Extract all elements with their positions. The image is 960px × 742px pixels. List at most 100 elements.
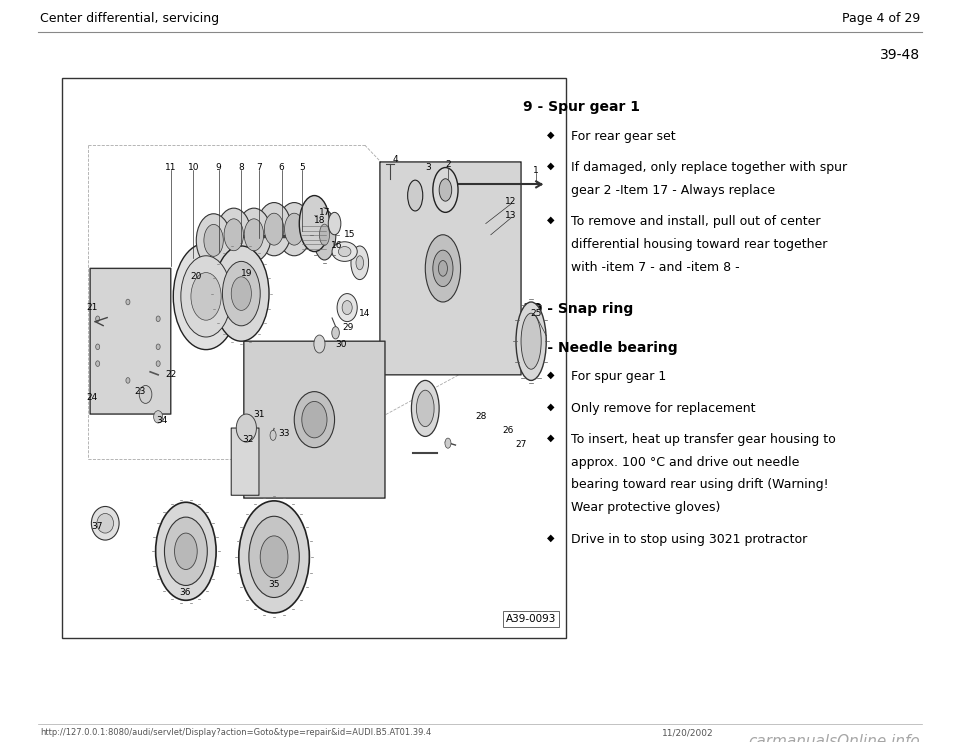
Ellipse shape: [425, 234, 461, 302]
Ellipse shape: [294, 392, 334, 447]
Text: 16: 16: [331, 241, 343, 251]
Ellipse shape: [417, 390, 434, 427]
Text: ◆: ◆: [547, 130, 555, 139]
Text: To remove and install, pull out of center: To remove and install, pull out of cente…: [571, 215, 821, 228]
Text: 34: 34: [156, 416, 168, 425]
Text: 22: 22: [165, 370, 177, 379]
Ellipse shape: [332, 326, 339, 339]
Ellipse shape: [156, 502, 216, 600]
Ellipse shape: [126, 378, 130, 383]
Ellipse shape: [224, 219, 244, 251]
Text: 10 - Snap ring: 10 - Snap ring: [523, 302, 634, 315]
Text: A39-0093: A39-0093: [506, 614, 557, 624]
Ellipse shape: [338, 246, 351, 257]
Ellipse shape: [314, 335, 325, 353]
Ellipse shape: [332, 242, 357, 261]
Text: 9 - Spur gear 1: 9 - Spur gear 1: [523, 100, 640, 114]
Ellipse shape: [156, 344, 160, 349]
Ellipse shape: [249, 516, 300, 597]
Text: 29: 29: [343, 323, 354, 332]
Text: differential housing toward rear together: differential housing toward rear togethe…: [571, 237, 828, 251]
Ellipse shape: [96, 361, 100, 367]
Ellipse shape: [300, 196, 329, 252]
Ellipse shape: [439, 260, 447, 276]
FancyBboxPatch shape: [380, 162, 521, 375]
Text: 20: 20: [190, 272, 202, 281]
Ellipse shape: [320, 224, 329, 246]
Text: For spur gear 1: For spur gear 1: [571, 370, 666, 384]
Text: Wear protective gloves): Wear protective gloves): [571, 502, 721, 514]
Text: 12: 12: [505, 197, 516, 206]
Text: 32: 32: [242, 435, 253, 444]
Text: Drive in to stop using 3021 protractor: Drive in to stop using 3021 protractor: [571, 533, 807, 545]
Ellipse shape: [196, 214, 231, 267]
Ellipse shape: [213, 246, 269, 341]
Text: 28: 28: [475, 413, 487, 421]
Text: To insert, heat up transfer gear housing to: To insert, heat up transfer gear housing…: [571, 433, 836, 446]
Text: 30: 30: [335, 340, 347, 349]
Text: If damaged, only replace together with spur: If damaged, only replace together with s…: [571, 161, 848, 174]
Ellipse shape: [284, 213, 304, 245]
Ellipse shape: [180, 256, 231, 337]
Ellipse shape: [164, 517, 207, 585]
Text: 1: 1: [534, 166, 539, 175]
Text: 17: 17: [319, 208, 330, 217]
Text: ◆: ◆: [547, 161, 555, 171]
Ellipse shape: [337, 294, 357, 321]
Ellipse shape: [96, 344, 100, 349]
Ellipse shape: [408, 180, 422, 211]
Text: ◆: ◆: [547, 370, 555, 380]
Text: 21: 21: [86, 303, 97, 312]
Text: with -item 7 - and -item 8 -: with -item 7 - and -item 8 -: [571, 260, 740, 274]
Ellipse shape: [231, 277, 252, 310]
Text: 23: 23: [134, 387, 146, 396]
Ellipse shape: [356, 256, 364, 270]
Bar: [62, 78, 566, 638]
Ellipse shape: [439, 179, 452, 201]
Ellipse shape: [154, 410, 162, 423]
Text: 14: 14: [359, 309, 371, 318]
Text: 4: 4: [393, 154, 397, 164]
Text: 3: 3: [425, 163, 431, 172]
Text: 11/20/2002: 11/20/2002: [662, 728, 714, 737]
Ellipse shape: [236, 414, 256, 442]
Text: 26: 26: [503, 427, 515, 436]
Ellipse shape: [223, 261, 260, 326]
Text: approx. 100 °C and drive out needle: approx. 100 °C and drive out needle: [571, 456, 800, 469]
Ellipse shape: [126, 299, 130, 305]
Text: 18: 18: [314, 216, 325, 226]
Text: ◆: ◆: [547, 433, 555, 443]
Text: 35: 35: [269, 580, 279, 589]
Text: http://127.0.0.1:8080/audi/servlet/Display?action=Goto&type=repair&id=AUDI.B5.AT: http://127.0.0.1:8080/audi/servlet/Displ…: [40, 728, 431, 737]
Text: 36: 36: [180, 588, 191, 597]
Text: 39-48: 39-48: [880, 48, 920, 62]
FancyBboxPatch shape: [90, 269, 171, 414]
Text: 19: 19: [241, 269, 252, 278]
Text: 10: 10: [188, 163, 199, 172]
Text: 8: 8: [238, 163, 244, 172]
Ellipse shape: [216, 209, 252, 261]
Ellipse shape: [412, 381, 439, 436]
FancyBboxPatch shape: [244, 341, 385, 498]
Ellipse shape: [244, 219, 264, 251]
Ellipse shape: [256, 203, 292, 256]
Text: 15: 15: [344, 230, 355, 239]
Ellipse shape: [239, 501, 309, 613]
Text: Center differential, servicing: Center differential, servicing: [40, 12, 219, 25]
Text: 13: 13: [505, 211, 516, 220]
Text: 11: 11: [165, 163, 177, 172]
Text: Only remove for replacement: Only remove for replacement: [571, 401, 756, 415]
Ellipse shape: [156, 361, 160, 367]
Ellipse shape: [96, 316, 100, 321]
Text: 2: 2: [445, 160, 451, 169]
Text: Page 4 of 29: Page 4 of 29: [842, 12, 920, 25]
Text: For rear gear set: For rear gear set: [571, 130, 676, 142]
FancyBboxPatch shape: [231, 428, 259, 495]
Ellipse shape: [156, 316, 160, 321]
Text: 7: 7: [256, 163, 262, 172]
Text: ◆: ◆: [547, 533, 555, 542]
Ellipse shape: [204, 224, 224, 256]
Ellipse shape: [191, 272, 221, 321]
Text: ◆: ◆: [547, 215, 555, 225]
Ellipse shape: [301, 401, 327, 438]
